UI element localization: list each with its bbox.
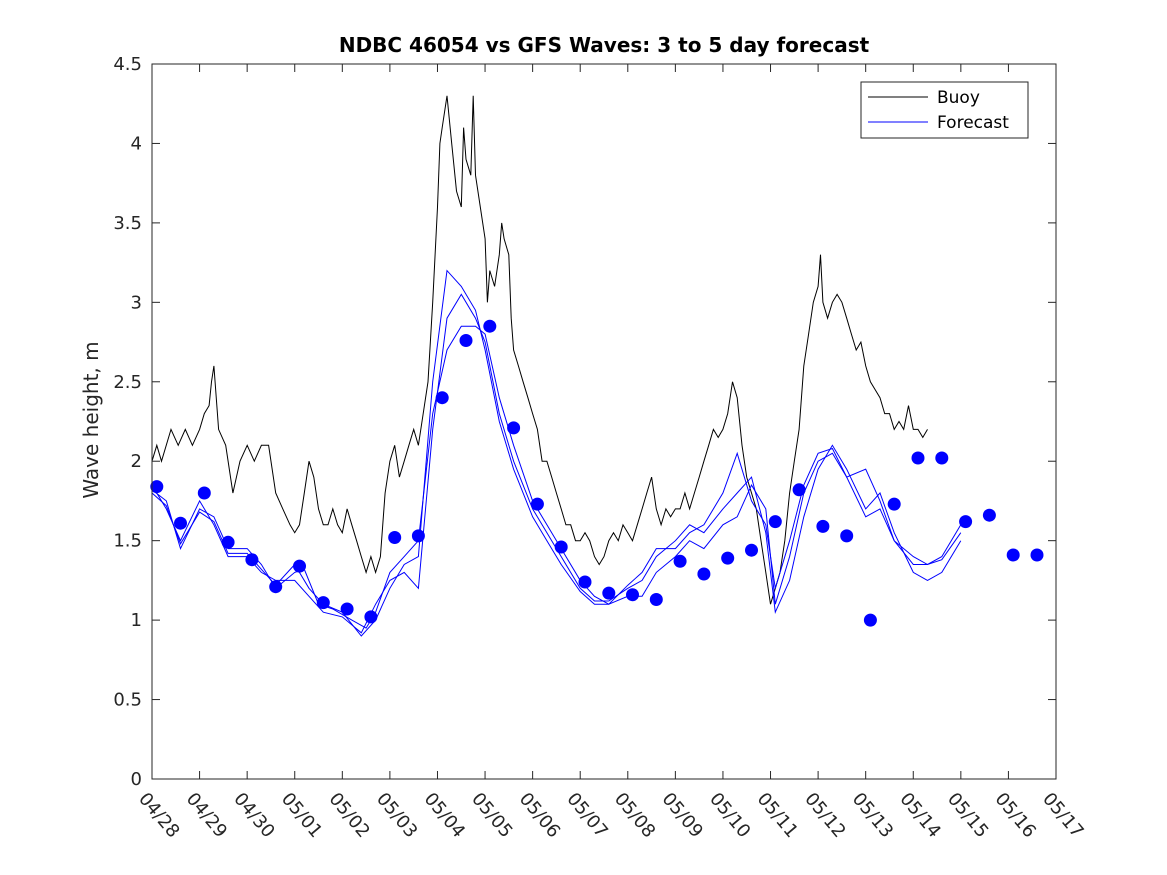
forecast-marker-4 bbox=[245, 553, 259, 567]
forecast-marker-5 bbox=[269, 580, 283, 594]
forecast-marker-13 bbox=[459, 334, 473, 347]
series-line-forecast-run-2 bbox=[151, 293, 962, 634]
series-line-forecast bbox=[151, 325, 962, 629]
forecast-marker-16 bbox=[530, 497, 544, 511]
forecast-marker-8 bbox=[340, 602, 354, 616]
forecast-marker-9 bbox=[364, 610, 378, 624]
forecast-marker-35 bbox=[982, 508, 996, 522]
forecast-marker-0 bbox=[150, 480, 164, 494]
plot-frame bbox=[151, 63, 1057, 780]
legend-buoy-label: Buoy bbox=[937, 88, 980, 108]
series-line-forecast-run-3 bbox=[151, 269, 962, 637]
forecast-marker-29 bbox=[840, 529, 854, 543]
forecast-marker-19 bbox=[602, 586, 616, 600]
forecast-markers bbox=[150, 319, 1044, 627]
forecast-marker-25 bbox=[745, 543, 758, 557]
plot-area bbox=[152, 64, 1056, 779]
forecast-marker-20 bbox=[626, 588, 639, 602]
y-tick-label: 4.5 bbox=[113, 54, 142, 75]
forecast-marker-14 bbox=[483, 319, 497, 333]
series-lines bbox=[151, 95, 962, 637]
forecast-marker-10 bbox=[388, 531, 402, 544]
y-tick-label: 0.5 bbox=[113, 690, 142, 711]
forecast-marker-33 bbox=[935, 451, 949, 465]
series-line-buoy bbox=[151, 95, 928, 605]
forecast-marker-28 bbox=[816, 519, 830, 533]
forecast-marker-34 bbox=[959, 515, 973, 529]
y-tick-label: 1 bbox=[131, 610, 142, 631]
forecast-marker-24 bbox=[721, 551, 735, 565]
forecast-marker-27 bbox=[792, 483, 806, 497]
forecast-marker-3 bbox=[221, 535, 235, 549]
forecast-marker-11 bbox=[411, 529, 425, 543]
forecast-marker-37 bbox=[1030, 548, 1044, 562]
forecast-marker-6 bbox=[293, 559, 306, 573]
y-tick-label: 4 bbox=[131, 133, 142, 154]
forecast-marker-32 bbox=[911, 451, 925, 465]
forecast-marker-23 bbox=[697, 567, 711, 581]
legend: Buoy Forecast bbox=[860, 81, 1029, 139]
forecast-marker-12 bbox=[435, 391, 449, 405]
y-tick-label: 0 bbox=[131, 769, 142, 790]
forecast-marker-2 bbox=[197, 486, 211, 500]
forecast-marker-22 bbox=[673, 554, 687, 568]
forecast-marker-30 bbox=[863, 613, 877, 627]
forecast-marker-21 bbox=[649, 593, 663, 606]
y-tick-label: 2 bbox=[131, 451, 142, 472]
forecast-marker-7 bbox=[316, 596, 330, 610]
y-tick-label: 3.5 bbox=[113, 213, 142, 234]
forecast-marker-18 bbox=[578, 575, 592, 589]
y-axis-label: Wave height, m bbox=[79, 341, 103, 498]
y-tick-label: 3 bbox=[131, 292, 142, 313]
chart-title: NDBC 46054 vs GFS Waves: 3 to 5 day fore… bbox=[339, 33, 870, 57]
forecast-marker-36 bbox=[1006, 548, 1020, 562]
legend-forecast-label: Forecast bbox=[937, 113, 1009, 133]
forecast-marker-15 bbox=[507, 421, 521, 435]
legend-box bbox=[860, 81, 1029, 139]
forecast-marker-26 bbox=[768, 515, 782, 529]
forecast-marker-1 bbox=[174, 516, 187, 530]
y-tick-label: 1.5 bbox=[113, 531, 142, 552]
forecast-marker-31 bbox=[887, 497, 901, 511]
y-axis-ticks: 0 0.5 1 1.5 2 2.5 3 3.5 4 4.5 bbox=[113, 54, 1056, 790]
y-tick-label: 2.5 bbox=[113, 372, 142, 393]
forecast-marker-17 bbox=[554, 540, 568, 554]
